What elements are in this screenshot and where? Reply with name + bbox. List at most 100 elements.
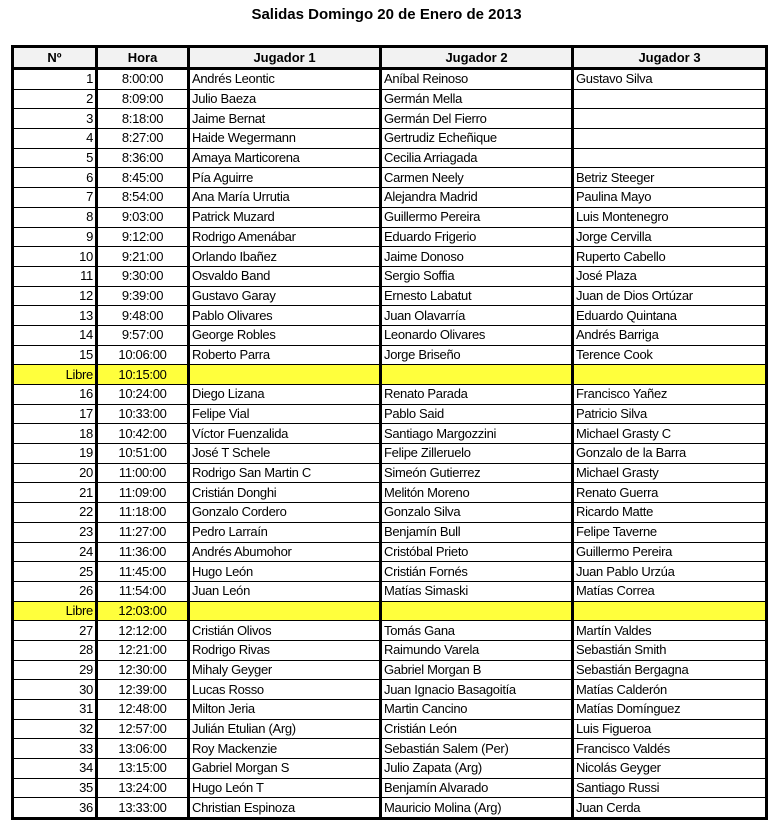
cell-hora: 13:15:00 <box>95 758 189 779</box>
cell-number: 29 <box>12 659 97 681</box>
cell-hora: 11:18:00 <box>95 502 189 523</box>
cell-hora: 13:33:00 <box>95 797 189 820</box>
cell-jugador-2: Gonzalo Silva <box>379 502 573 523</box>
cell-jugador-1: Gabriel Morgan S <box>187 758 381 779</box>
cell-number: 31 <box>12 699 97 720</box>
table-row: 2 8:09:00 Julio Baeza Germán Mella <box>12 88 767 110</box>
cell-hora: 8:45:00 <box>95 167 189 189</box>
cell-jugador-3: Michael Grasty C <box>571 423 767 445</box>
cell-hora: 10:51:00 <box>95 443 189 464</box>
cell-hora: 11:36:00 <box>95 541 189 563</box>
table-row: 19 10:51:00 José T Schele Felipe Zilleruelo… <box>12 443 767 464</box>
header-hora: Hora <box>95 46 189 70</box>
cell-jugador-1: Andrés Abumohor <box>187 541 381 563</box>
cell-hora: 8:09:00 <box>95 88 189 110</box>
cell-number: 3 <box>12 108 97 130</box>
cell-jugador-1: Patrick Muzard <box>187 206 381 228</box>
cell-jugador-3: Juan de Dios Ortúzar <box>571 285 767 307</box>
cell-jugador-1: Rodrigo Rivas <box>187 639 381 661</box>
cell-jugador-3: Francisco Yañez <box>571 384 767 405</box>
cell-jugador-2: Sergio Soffia <box>379 265 573 287</box>
cell-jugador-1: Pía Aguirre <box>187 167 381 189</box>
cell-number: 19 <box>12 443 97 464</box>
cell-jugador-2: Martin Cancino <box>379 699 573 720</box>
cell-jugador-3: Juan Cerda <box>571 797 767 820</box>
cell-number: 32 <box>12 718 97 740</box>
cell-jugador-1: Pablo Olivares <box>187 305 381 326</box>
cell-jugador-1: Milton Jeria <box>187 699 381 720</box>
table-row: 22 11:18:00 Gonzalo Cordero Gonzalo Silva Ri… <box>12 502 767 523</box>
cell-jugador-3: Luis Montenegro <box>571 206 767 228</box>
cell-jugador-2: Benjamín Bull <box>379 521 573 543</box>
cell-hora: 10:24:00 <box>95 384 189 405</box>
cell-jugador-1: Gustavo Garay <box>187 285 381 307</box>
cell-jugador-3: Patricio Silva <box>571 403 767 425</box>
cell-jugador-2: Gertrudiz Echeñique <box>379 128 573 149</box>
cell-jugador-3 <box>571 600 767 622</box>
cell-number: 36 <box>12 797 97 820</box>
cell-hora: 12:48:00 <box>95 699 189 720</box>
cell-hora: 12:30:00 <box>95 659 189 681</box>
cell-hora: 9:57:00 <box>95 324 189 346</box>
cell-number: 10 <box>12 246 97 267</box>
cell-number: 20 <box>12 462 97 484</box>
cell-hora: 8:27:00 <box>95 128 189 149</box>
cell-number: 35 <box>12 777 97 799</box>
cell-number: 7 <box>12 187 97 208</box>
cell-jugador-3: Gonzalo de la Barra <box>571 443 767 464</box>
cell-jugador-2: Eduardo Frigerio <box>379 226 573 248</box>
cell-number: 15 <box>12 344 97 366</box>
table-row: 30 12:39:00 Lucas Rosso Juan Ignacio Basago… <box>12 679 767 700</box>
table-row: 18 10:42:00 Víctor Fuenzalida Santiago Marg… <box>12 423 767 445</box>
cell-hora: 10:33:00 <box>95 403 189 425</box>
table-row: 36 13:33:00 Christian Espinoza Mauricio Mol… <box>12 797 767 820</box>
cell-number: 24 <box>12 541 97 563</box>
table-row: 28 12:21:00 Rodrigo Rivas Raimundo Varela Se… <box>12 639 767 661</box>
cell-jugador-2: Benjamín Alvarado <box>379 777 573 799</box>
table-row: 17 10:33:00 Felipe Vial Pablo Said Patricio … <box>12 403 767 425</box>
cell-jugador-3 <box>571 108 767 130</box>
cell-jugador-1 <box>187 364 381 385</box>
cell-jugador-2: Renato Parada <box>379 384 573 405</box>
header-number: Nº <box>12 46 97 70</box>
cell-hora: 9:39:00 <box>95 285 189 307</box>
cell-hora: 12:57:00 <box>95 718 189 740</box>
table-row: 34 13:15:00 Gabriel Morgan S Julio Zapata (… <box>12 758 767 779</box>
cell-hora: 12:39:00 <box>95 679 189 700</box>
cell-jugador-1 <box>187 600 381 622</box>
cell-number: 17 <box>12 403 97 425</box>
table-row: 20 11:00:00 Rodrigo San Martin C Simeón Gut… <box>12 462 767 484</box>
table-row: 6 8:45:00 Pía Aguirre Carmen Neely Betriz St… <box>12 167 767 189</box>
cell-jugador-3: Francisco Valdés <box>571 738 767 760</box>
libre-row: Libre 10:15:00 <box>12 364 767 385</box>
table-row: 26 11:54:00 Juan León Matías Simaski Matías … <box>12 580 767 602</box>
cell-jugador-2: Jorge Briseño <box>379 344 573 366</box>
cell-jugador-1: Hugo León T <box>187 777 381 799</box>
cell-jugador-3: Jorge Cervilla <box>571 226 767 248</box>
cell-jugador-2: Carmen Neely <box>379 167 573 189</box>
table-row: 11 9:30:00 Osvaldo Band Sergio Soffia José P… <box>12 265 767 287</box>
cell-number: 16 <box>12 384 97 405</box>
table-row: 31 12:48:00 Milton Jeria Martin Cancino Matí… <box>12 699 767 720</box>
cell-jugador-3: Felipe Taverne <box>571 521 767 543</box>
cell-jugador-3: Terence Cook <box>571 344 767 366</box>
table-row: 32 12:57:00 Julián Etulian (Arg) Cristián L… <box>12 718 767 740</box>
cell-number: 12 <box>12 285 97 307</box>
cell-jugador-3: Santiago Russi <box>571 777 767 799</box>
cell-jugador-2: Pablo Said <box>379 403 573 425</box>
cell-number: 33 <box>12 738 97 760</box>
cell-jugador-1: Haide Wegermann <box>187 128 381 149</box>
cell-jugador-1: Jaime Bernat <box>187 108 381 130</box>
cell-jugador-3: Andrés Barriga <box>571 324 767 346</box>
table-row: 21 11:09:00 Cristián Donghi Melitón Moreno R… <box>12 482 767 504</box>
cell-jugador-1: Roy Mackenzie <box>187 738 381 760</box>
cell-number: 28 <box>12 639 97 661</box>
cell-number: 18 <box>12 423 97 445</box>
cell-hora: 10:06:00 <box>95 344 189 366</box>
cell-jugador-1: Christian Espinoza <box>187 797 381 820</box>
table-row: 24 11:36:00 Andrés Abumohor Cristóbal Priet… <box>12 541 767 563</box>
cell-number: 26 <box>12 580 97 602</box>
cell-jugador-2: Cristián León <box>379 718 573 740</box>
